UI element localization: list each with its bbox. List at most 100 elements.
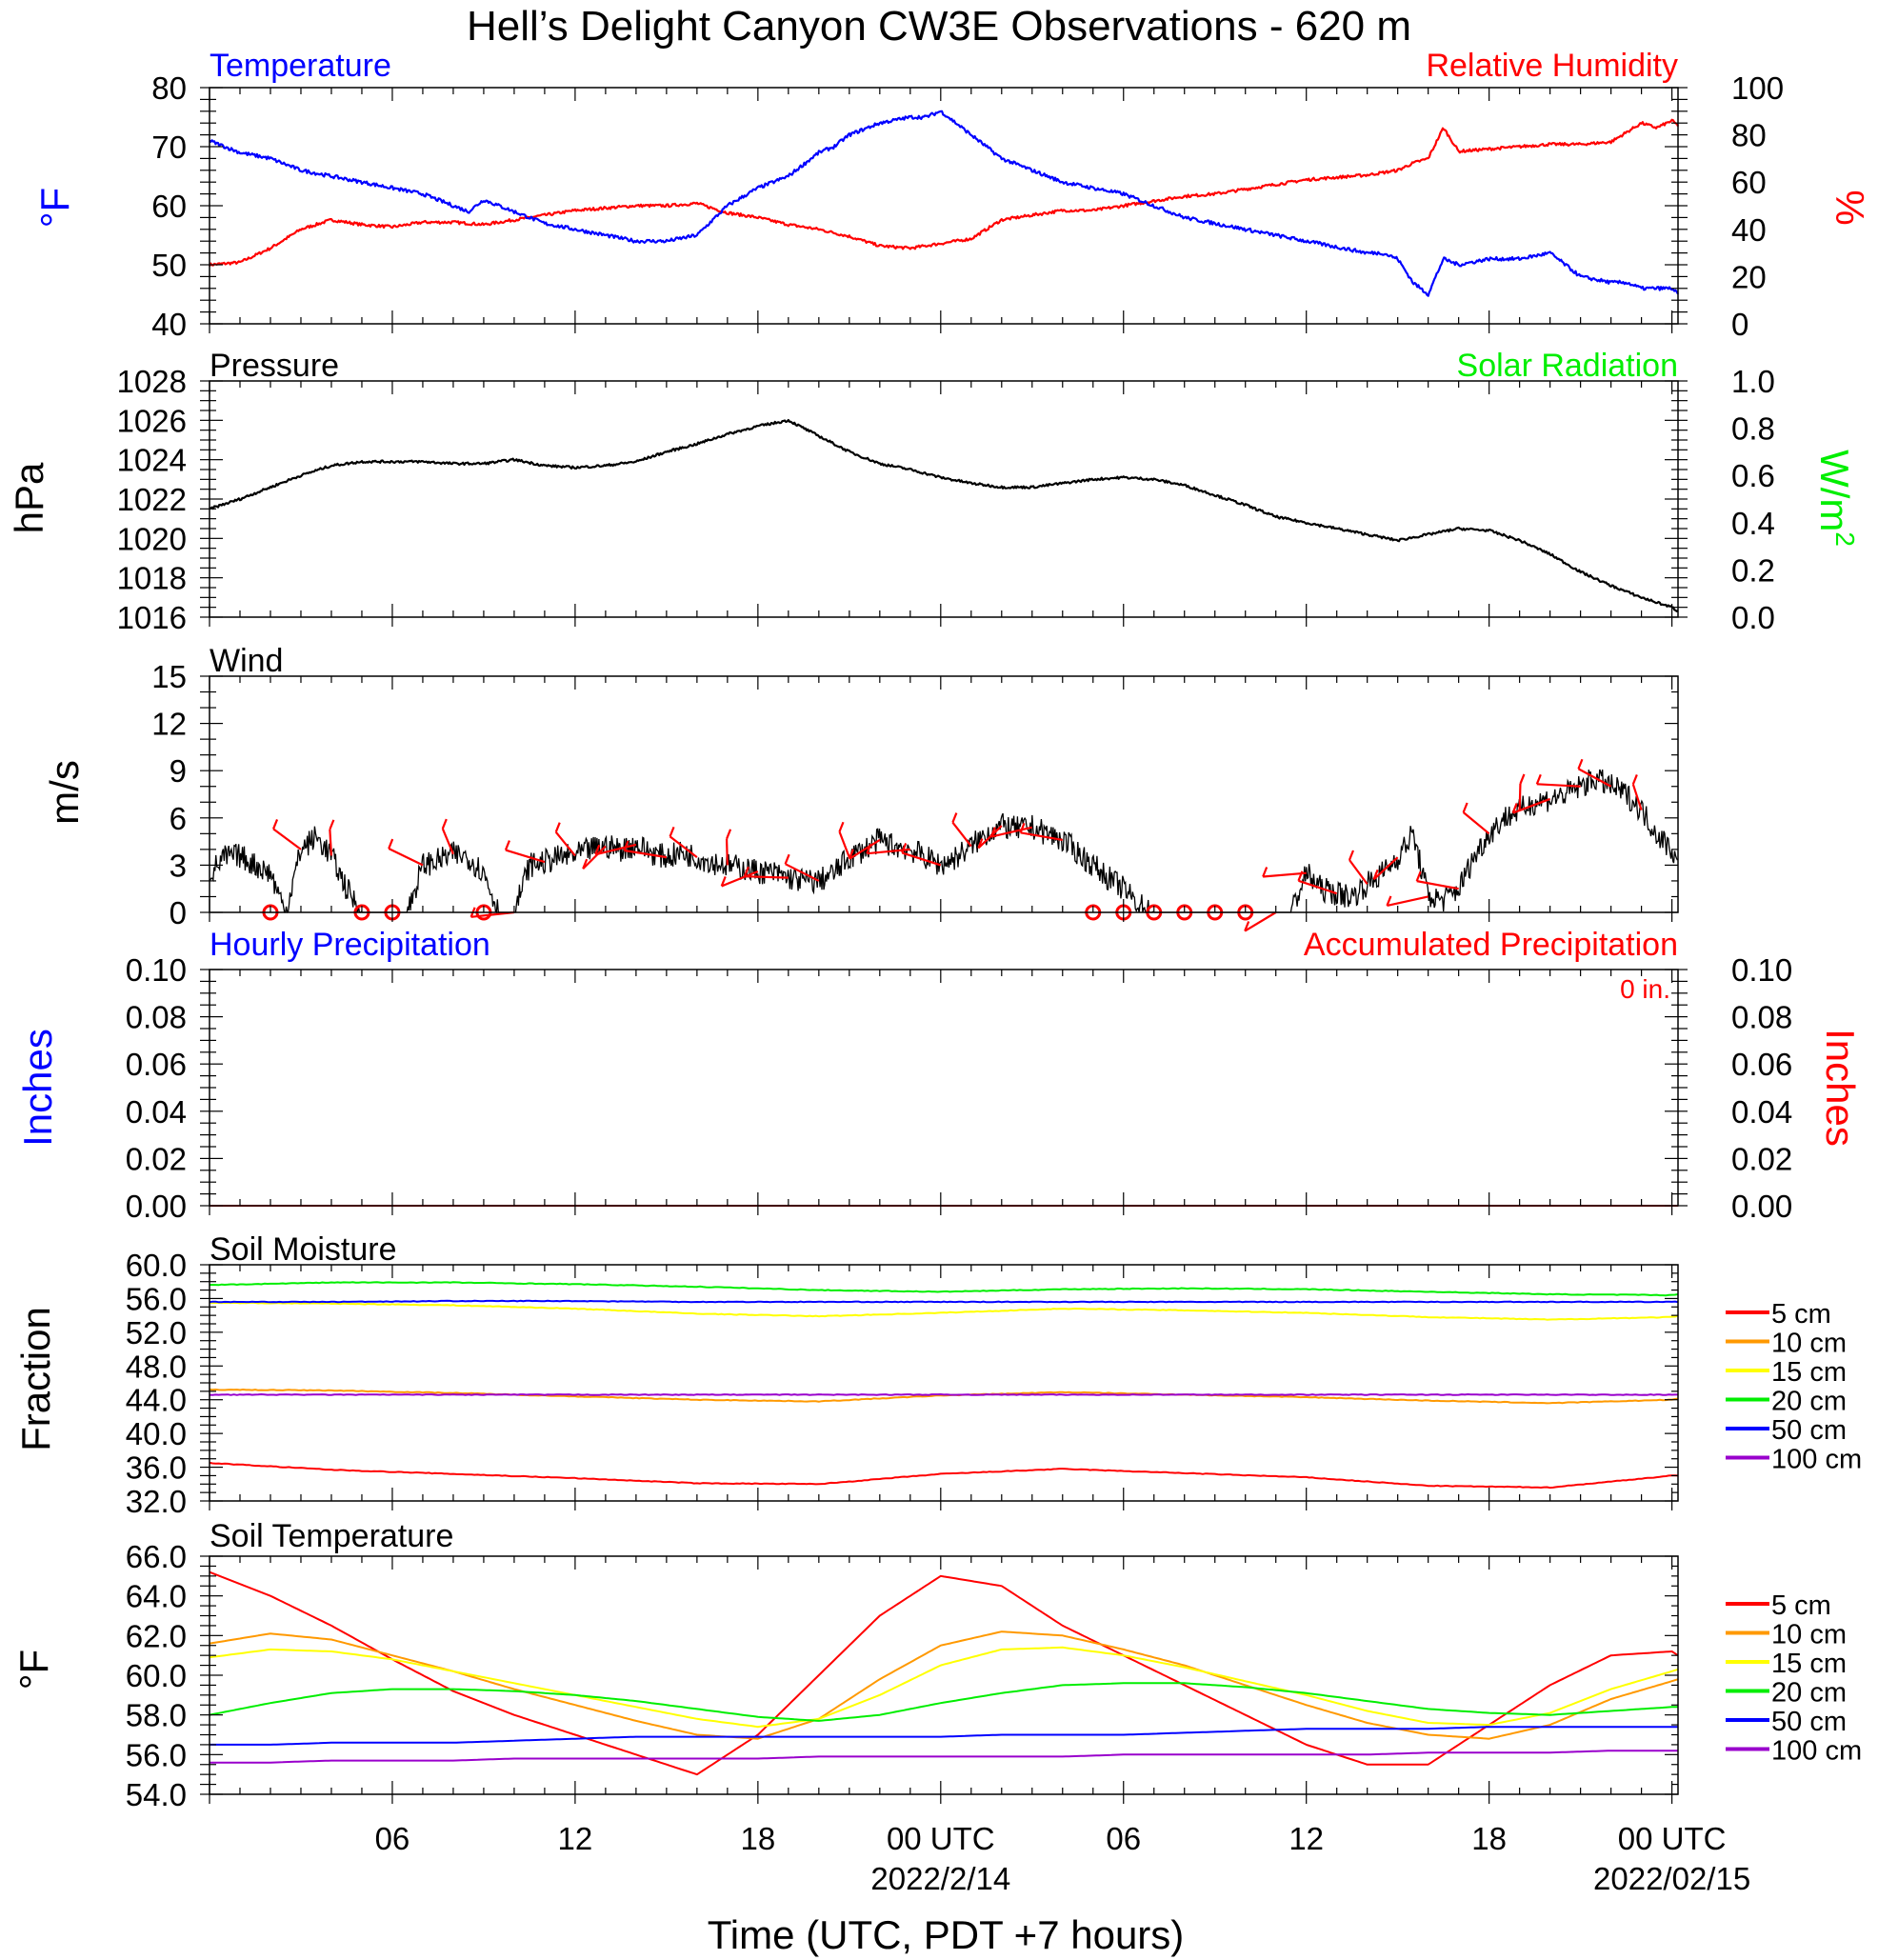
legend-label: 10 cm bbox=[1771, 1329, 1847, 1359]
legend-label: 50 cm bbox=[1771, 1415, 1847, 1446]
pressure-line bbox=[209, 418, 1679, 613]
time-tick-label: 00 UTC bbox=[887, 1821, 995, 1856]
wind-tick-label: 6 bbox=[170, 801, 187, 836]
wind-unit: m/s bbox=[42, 760, 87, 825]
temperature-tick-label: 60 bbox=[151, 189, 187, 224]
time-tick-labels: 06 12 18 00 UTC 06 12 18 00 UTC bbox=[375, 1821, 1727, 1856]
temp-rh-series bbox=[208, 110, 1679, 297]
wind-barb-flag bbox=[1577, 758, 1584, 770]
humidity-tick-label: 20 bbox=[1731, 259, 1767, 294]
pressure-panel: Pressure Solar Radiation hPa W/m2 102810… bbox=[7, 348, 1860, 635]
hourly-precip-tick-label: 0.00 bbox=[126, 1189, 187, 1224]
wind-barb bbox=[990, 826, 1033, 838]
solar-tick-label: 0.0 bbox=[1731, 600, 1775, 635]
wind-barb-flag bbox=[1372, 869, 1379, 880]
humidity-tick-label: 0 bbox=[1731, 307, 1748, 342]
precip-total-label: 0 in. bbox=[1620, 974, 1670, 1004]
soil-temp-line bbox=[209, 1682, 1678, 1722]
wind-barb-flag bbox=[272, 819, 279, 830]
wind-barb-flag bbox=[1348, 850, 1354, 861]
solar-tick-labels: 1.0 0.8 0.6 0.4 0.2 0.0 bbox=[1731, 364, 1775, 635]
wind-barb-flag bbox=[669, 826, 675, 837]
soil-temp-tick-label: 54.0 bbox=[126, 1777, 187, 1812]
legend-label: 20 cm bbox=[1771, 1678, 1847, 1709]
wind-barb-flag bbox=[1535, 773, 1542, 785]
precip-axes bbox=[200, 969, 1688, 1215]
time-tick-label: 06 bbox=[1106, 1821, 1141, 1856]
wind-barb bbox=[441, 828, 454, 855]
wind-barb bbox=[721, 870, 759, 888]
soil-moisture-tick-label: 32.0 bbox=[126, 1484, 187, 1519]
hourly-precip-tick-label: 0.08 bbox=[126, 1000, 187, 1035]
solar-unit: W/m2 bbox=[1812, 450, 1860, 547]
wind-barb bbox=[1263, 871, 1307, 878]
wind-barb-flag bbox=[1519, 773, 1526, 785]
solar-tick-label: 0.8 bbox=[1731, 411, 1775, 447]
temperature-tick-label: 40 bbox=[151, 307, 187, 342]
humidity-unit: % bbox=[1828, 190, 1872, 225]
wind-barb bbox=[272, 828, 302, 850]
soil-temp-panel: Soil Temperature °F 66.0 64.0 62.0 60.0 58.0… bbox=[11, 1518, 1862, 1812]
pressure-series bbox=[209, 418, 1679, 613]
wind-tick-labels: 15 12 9 6 3 0 bbox=[151, 659, 187, 930]
wind-barb bbox=[624, 849, 668, 859]
wind-barb-flag bbox=[1262, 867, 1269, 877]
legend-label: 5 cm bbox=[1771, 1590, 1831, 1621]
wind-barb bbox=[1020, 831, 1063, 842]
wind-tick-label: 9 bbox=[170, 753, 187, 789]
wind-barb-flag bbox=[951, 812, 958, 823]
soil-moisture-line bbox=[209, 1393, 1678, 1396]
soil-moisture-tick-label: 52.0 bbox=[126, 1315, 187, 1350]
wind-barb-flag bbox=[726, 829, 732, 840]
pressure-axes bbox=[200, 380, 1688, 627]
accum-precip-tick-label: 0.02 bbox=[1731, 1141, 1792, 1176]
accum-precip-unit: Inches bbox=[1818, 1029, 1863, 1147]
wind-barb bbox=[1416, 880, 1459, 890]
time-tick-label: 12 bbox=[558, 1821, 593, 1856]
soil-moisture-tick-label: 44.0 bbox=[126, 1383, 187, 1418]
wind-barb bbox=[1244, 911, 1277, 932]
pressure-tick-label: 1024 bbox=[117, 443, 187, 478]
wind-panel: Wind m/s 15 12 9 6 3 0 bbox=[42, 643, 1679, 932]
accum-precip-tick-label: 0.04 bbox=[1731, 1094, 1792, 1130]
humidity-title: Relative Humidity bbox=[1426, 48, 1678, 84]
soil-moisture-tick-label: 48.0 bbox=[126, 1349, 187, 1384]
wind-barb bbox=[725, 838, 729, 866]
accum-precip-tick-label: 0.06 bbox=[1731, 1047, 1792, 1082]
precip-panel: Hourly Precipitation Accumulated Precipi… bbox=[15, 927, 1863, 1224]
wind-barb-flag bbox=[1462, 802, 1468, 813]
soil-moisture-series bbox=[209, 1281, 1679, 1490]
soil-temp-line bbox=[209, 1646, 1679, 1729]
wind-barb-flag bbox=[441, 818, 448, 830]
soil-temp-tick-label: 66.0 bbox=[126, 1539, 187, 1574]
soil-moisture-tick-label: 40.0 bbox=[126, 1416, 187, 1451]
wind-barb bbox=[744, 875, 789, 879]
wind-barb bbox=[951, 821, 972, 848]
temp-rh-axes bbox=[200, 87, 1688, 333]
wind-barb bbox=[470, 910, 515, 918]
wind-barb bbox=[901, 851, 942, 867]
pressure-tick-labels: 1028 1026 1024 1022 1020 1018 1016 bbox=[117, 364, 187, 635]
hourly-precip-tick-label: 0.10 bbox=[126, 952, 187, 988]
hourly-precip-tick-label: 0.04 bbox=[126, 1094, 187, 1130]
legend-label: 100 cm bbox=[1771, 1445, 1862, 1475]
soil-temp-title: Soil Temperature bbox=[210, 1518, 453, 1554]
wind-barb bbox=[1387, 895, 1428, 907]
plot-frame bbox=[209, 675, 1679, 913]
wind-barb bbox=[554, 830, 576, 857]
soil-moisture-line bbox=[209, 1299, 1679, 1304]
wind-barb-flag bbox=[866, 843, 872, 854]
pressure-tick-label: 1026 bbox=[117, 403, 187, 438]
solar-tick-label: 0.4 bbox=[1731, 506, 1775, 541]
wind-barb-flag bbox=[1511, 803, 1518, 813]
wind-barb bbox=[582, 845, 607, 870]
wind-barb-flag bbox=[1386, 895, 1392, 907]
wind-barb-flag bbox=[1244, 921, 1250, 931]
temp-rh-panel: Temperature Relative Humidity °F % 80 70 6… bbox=[32, 48, 1872, 342]
wind-series bbox=[209, 769, 1678, 914]
wind-barb-flag bbox=[1415, 870, 1422, 882]
pressure-title: Pressure bbox=[210, 348, 339, 384]
wind-barb bbox=[388, 848, 424, 867]
figure-title: Hell’s Delight Canyon CW3E Observations … bbox=[467, 3, 1411, 50]
